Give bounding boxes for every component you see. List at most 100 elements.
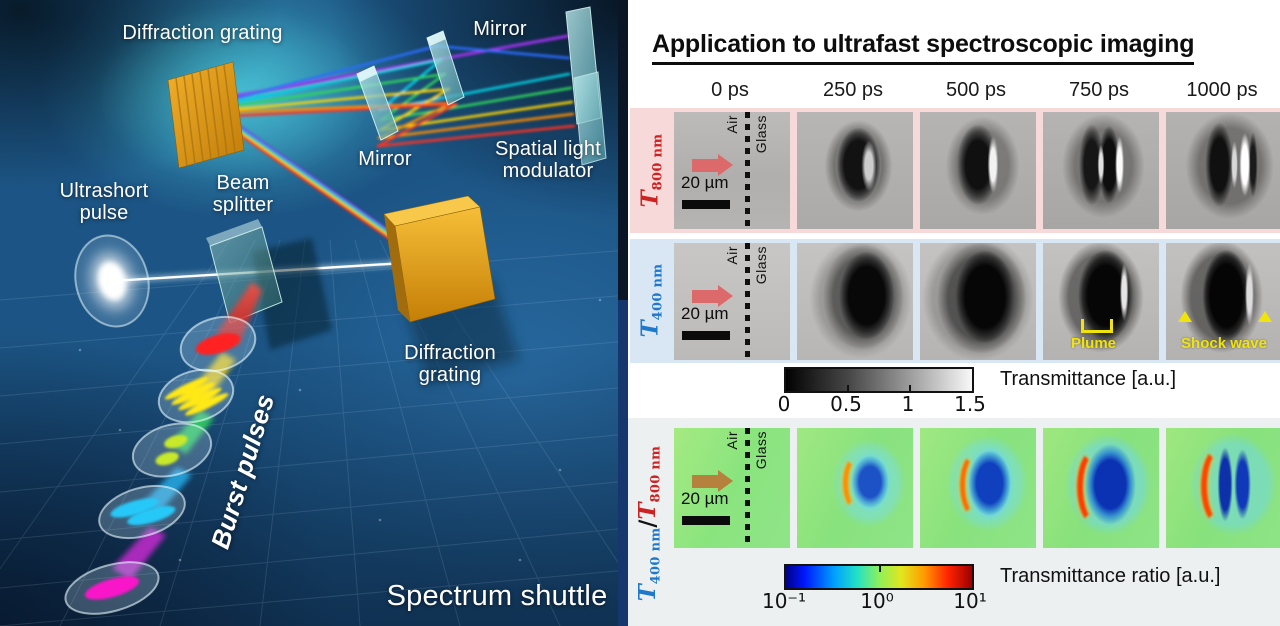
frame-t800-500ps [920,112,1036,229]
scale-bar [682,516,730,525]
scale-bar [682,200,730,209]
spectral-beams [222,34,576,148]
scale-label: 20 µm [681,304,729,323]
ratio-tick-0.1: 10⁻¹ [761,589,807,613]
row-label-t800: T800 nm [630,108,672,233]
label-diffraction-grating-bottom: Diffraction grating [404,342,496,387]
glass-label: Glass [753,115,769,154]
label-diffraction-grating-top: Diffraction grating [122,22,283,44]
frame-t800-1000ps [1166,112,1280,229]
panel-title: Application to ultrafast spectroscopic i… [652,30,1194,65]
imaging-results-panel: Application to ultrafast spectroscopic i… [628,0,1280,626]
red-cone-beam [216,282,262,346]
colorbar-tick-mark [879,566,881,572]
air-label: Air [724,431,740,450]
plume-label: Plume [1071,335,1117,352]
label-ultrashort-pulse: Ultrashort pulse [59,180,149,225]
ratio-colorbar-label: Transmittance ratio [a.u.] [1000,565,1221,587]
transmittance-tick-15: 1.5 [954,392,986,416]
transmittance-colorbar-label: Transmittance [a.u.] [1000,368,1176,390]
burst-pulse-disks [64,315,257,615]
frame-ratio-750ps [1043,428,1159,548]
time-label-750ps: 750 ps [1068,79,1130,101]
mirror-middle-object [356,65,399,141]
frame-ratio-250ps [797,428,913,548]
frame-t400-1000ps: Shock wave [1166,243,1280,360]
shock-front-arc [1077,448,1115,526]
frame-t400-750ps: Plume [1043,243,1159,360]
row-label-ratio: T400 nm/T800 nm [628,424,670,624]
laser-direction-arrow [692,285,733,307]
laser-direction-arrow [692,154,733,176]
row-t800: T800 nm Air Glass 20 µm [630,108,1280,233]
t400-subscript: 400 nm [650,264,666,321]
scale-label: 20 µm [681,489,729,508]
ratio-subscript-400: 400 nm [648,528,664,585]
rainbow-band [217,110,415,257]
ultrashort-pulse-object [74,234,150,328]
optical-setup-illustration [0,0,628,626]
ratio-subscript-800: 800 nm [648,446,664,503]
shock-wave-marker-icon [1178,311,1192,322]
shock-front-arc [843,456,869,510]
spatial-light-modulator-object [565,6,607,166]
diffraction-grating-bottom-object [383,195,520,384]
beam-splitter-object [206,219,332,350]
air-glass-interface-line [745,243,750,360]
diffraction-grating-top-object [167,61,245,169]
frame-t400-500ps [920,243,1036,360]
frame-t400-0ps: Air Glass 20 µm [674,243,790,360]
frame-t800-250ps [797,112,913,229]
row-label-t400: T400 nm [630,239,672,363]
shock-wave-label: Shock wave [1181,335,1267,352]
time-label-1000ps: 1000 ps [1186,79,1258,101]
glass-label: Glass [753,246,769,285]
label-mirror-top: Mirror [473,18,527,40]
time-label-500ps: 500 ps [945,79,1007,101]
colorbar-tick-mark [908,385,911,391]
shock-wave-marker-icon [1258,311,1272,322]
ratio-divider: / [635,519,662,529]
t800-subscript: 800 nm [650,133,666,191]
label-spectrum-shuttle: Spectrum shuttle [386,580,608,612]
time-label-0ps: 0 ps [711,79,749,101]
label-mirror-middle: Mirror [358,148,412,170]
frame-ratio-500ps [920,428,1036,548]
ratio-tick-1: 10⁰ [860,589,894,613]
transmittance-tick-1: 1 [901,392,915,416]
ratio-tick-10: 10¹ [953,589,987,613]
transmittance-tick-05: 0.5 [830,392,862,416]
frame-t800-0ps: Air Glass 20 µm [674,112,790,229]
shock-front-arc [1201,446,1239,526]
colorbar-tick-mark [847,385,850,391]
time-label-250ps: 250 ps [822,79,884,101]
transmittance-colorbar [784,367,974,393]
row-ratio: Air Glass 20 µm [630,424,1280,552]
ratio-symbol-800: T [634,502,662,520]
label-beam-splitter: Beam splitter [212,172,274,217]
frame-t400-250ps [797,243,913,360]
transmittance-ratio-colorbar [784,564,974,590]
t400-symbol: T [636,320,664,338]
t800-symbol: T [636,190,664,208]
air-label: Air [724,115,740,134]
air-glass-interface-line [745,112,750,229]
air-label: Air [724,246,740,265]
frame-ratio-1000ps [1166,428,1280,548]
plume-bracket [1081,319,1113,333]
mirror-top-object [426,30,465,106]
frame-t800-750ps [1043,112,1159,229]
ratio-symbol-400: T [634,584,662,602]
row-t400: T400 nm Air Glass 20 µm Plume Shock wave [630,239,1280,363]
scale-label: 20 µm [681,173,729,192]
air-glass-interface-line [745,428,750,548]
frame-ratio-0ps: Air Glass 20 µm [674,428,790,548]
glass-label: Glass [753,431,769,470]
laser-direction-arrow [692,470,733,492]
transmittance-tick-0: 0 [777,392,791,416]
optical-setup-panel: Diffraction grating Mirror Spatial light… [0,0,628,626]
shock-front-arc [960,452,992,518]
label-spatial-light-modulator: Spatial light modulator [495,138,601,183]
scale-bar [682,331,730,340]
